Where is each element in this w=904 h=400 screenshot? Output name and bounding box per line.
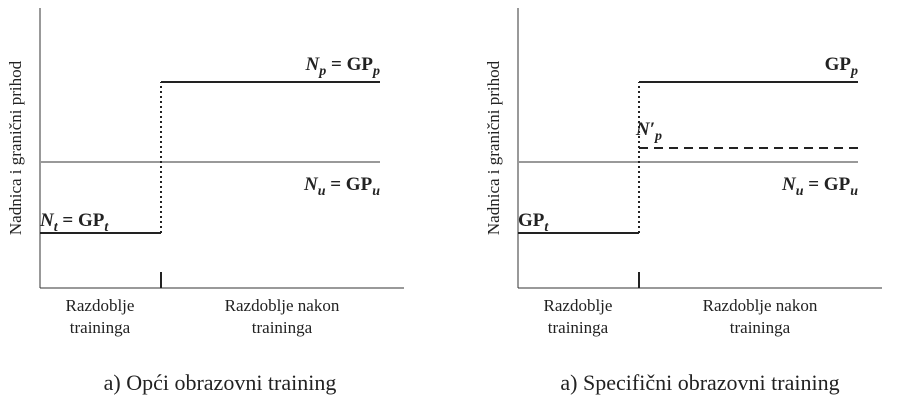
curve-label: Nu = GPu: [781, 174, 858, 199]
label-part: = GP: [58, 210, 105, 231]
x-category-label: Razdoblje nakon: [225, 296, 340, 315]
subscript: u: [796, 184, 804, 199]
x-category-label: Razdoblje: [66, 296, 135, 315]
subscript: u: [850, 184, 858, 199]
label-part: = GP: [325, 174, 372, 195]
x-category-label: traininga: [252, 318, 313, 337]
panel: Nadnica i granični prihod Razdoblje traini…: [6, 8, 404, 395]
x-category-label: traininga: [548, 318, 609, 337]
curve-label: Np = GPp: [305, 54, 380, 79]
x-category-label: Razdoblje nakon: [703, 296, 818, 315]
label-part: N: [305, 54, 321, 75]
subscript: u: [318, 184, 326, 199]
label-part: N: [781, 174, 797, 195]
label-part: = GP: [803, 174, 850, 195]
curve-label: N′p: [635, 119, 662, 144]
x-category-label: traininga: [730, 318, 791, 337]
label-part: = GP: [326, 54, 373, 75]
x-category-label: Razdoblje: [544, 296, 613, 315]
y-axis-label: Nadnica i granični prihod: [6, 60, 25, 235]
curve-label: GPt: [518, 210, 549, 235]
subscript: t: [104, 220, 109, 235]
label-part: N: [303, 174, 319, 195]
label-part: N′: [635, 119, 655, 140]
subscript: p: [372, 64, 380, 79]
subscript: p: [850, 64, 858, 79]
x-category-label: traininga: [70, 318, 131, 337]
label-part: GP: [518, 210, 545, 231]
subscript: t: [544, 220, 549, 235]
curve-label: Nt = GPt: [39, 210, 109, 235]
subscript: p: [654, 129, 662, 144]
caption: a) Specifični obrazovni training: [560, 370, 839, 395]
subscript: p: [318, 64, 326, 79]
label-part: N: [39, 210, 55, 231]
curve-label: GPp: [825, 54, 858, 79]
panel: Nadnica i granični prihod Razdoblje traini…: [484, 8, 882, 395]
label-part: GP: [825, 54, 852, 75]
curve-label: Nu = GPu: [303, 174, 380, 199]
y-axis-label: Nadnica i granični prihod: [484, 60, 503, 235]
subscript: t: [54, 220, 59, 235]
caption: a) Opći obrazovni training: [104, 370, 337, 395]
subscript: u: [372, 184, 380, 199]
